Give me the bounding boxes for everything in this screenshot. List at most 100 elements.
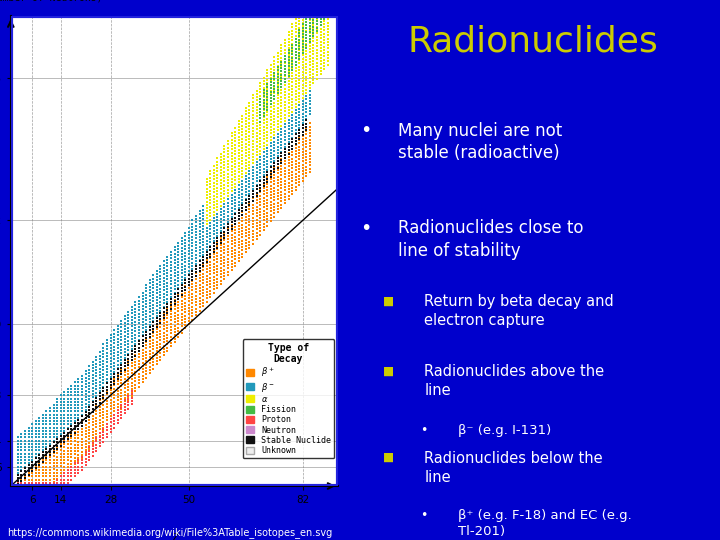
Point — [34, 427, 45, 435]
Point — [219, 227, 230, 236]
Point — [311, 58, 323, 67]
Point — [133, 293, 145, 302]
Point — [115, 410, 127, 419]
Point — [272, 82, 284, 91]
Point — [261, 66, 273, 75]
Point — [226, 132, 238, 141]
Point — [297, 167, 309, 176]
Point — [130, 361, 141, 369]
Point — [137, 305, 148, 313]
Point — [158, 341, 170, 350]
Point — [151, 320, 163, 328]
Point — [12, 446, 24, 455]
Point — [233, 221, 245, 230]
Point — [201, 214, 212, 222]
Point — [176, 329, 187, 338]
Point — [197, 247, 209, 256]
Text: Radionuclides close to
line of stability: Radionuclides close to line of stability — [398, 219, 583, 260]
Point — [80, 402, 91, 411]
Point — [126, 400, 138, 408]
Point — [304, 58, 315, 66]
Point — [98, 347, 109, 355]
Point — [94, 383, 106, 392]
Point — [265, 161, 276, 170]
Point — [55, 441, 66, 450]
Point — [287, 63, 298, 72]
Point — [283, 92, 294, 101]
Point — [290, 57, 302, 66]
Point — [62, 447, 73, 455]
Point — [102, 389, 113, 397]
Point — [91, 382, 102, 390]
Point — [254, 201, 266, 210]
Point — [315, 53, 326, 62]
Point — [297, 154, 309, 163]
Point — [166, 274, 177, 282]
Point — [290, 140, 302, 149]
Point — [122, 373, 134, 382]
Point — [300, 76, 312, 84]
Point — [208, 245, 220, 253]
Point — [126, 325, 138, 334]
Point — [58, 427, 70, 435]
Point — [144, 279, 156, 288]
Point — [304, 138, 315, 147]
Point — [166, 254, 177, 262]
Point — [297, 12, 309, 21]
Point — [140, 344, 152, 353]
Point — [98, 424, 109, 433]
Point — [297, 32, 309, 40]
Point — [290, 99, 302, 108]
Point — [215, 163, 227, 171]
Text: Many nuclei are not
stable (radioactive): Many nuclei are not stable (radioactive) — [398, 122, 562, 163]
Point — [58, 449, 70, 458]
Point — [51, 446, 63, 454]
Point — [133, 379, 145, 388]
Point — [307, 25, 319, 35]
Point — [115, 388, 127, 397]
Point — [80, 417, 91, 426]
Point — [204, 186, 216, 195]
Point — [294, 20, 305, 29]
Point — [297, 39, 309, 48]
Point — [179, 252, 191, 260]
Point — [290, 60, 302, 69]
Point — [212, 239, 223, 247]
Point — [197, 259, 209, 267]
Point — [230, 144, 241, 152]
Point — [55, 410, 66, 419]
Point — [258, 105, 269, 114]
Point — [304, 151, 315, 160]
Point — [169, 305, 181, 314]
Point — [233, 244, 245, 253]
Point — [197, 251, 209, 259]
Point — [44, 469, 55, 477]
Point — [269, 196, 280, 205]
Point — [279, 94, 291, 103]
Point — [126, 375, 138, 383]
Point — [186, 242, 198, 251]
Point — [40, 423, 52, 432]
Point — [247, 97, 258, 106]
Point — [222, 248, 234, 256]
Point — [30, 469, 42, 477]
Point — [201, 237, 212, 245]
Point — [94, 377, 106, 386]
Point — [294, 98, 305, 106]
Point — [58, 469, 70, 477]
Point — [226, 260, 238, 268]
Point — [297, 25, 309, 34]
Point — [155, 329, 166, 338]
Point — [272, 116, 284, 125]
Point — [240, 191, 251, 200]
Point — [226, 215, 238, 224]
Point — [279, 139, 291, 148]
Point — [162, 302, 174, 311]
Point — [76, 441, 88, 449]
Point — [290, 22, 302, 30]
Point — [315, 21, 326, 29]
Point — [98, 404, 109, 413]
Point — [304, 158, 315, 166]
Point — [27, 427, 38, 435]
Point — [236, 211, 248, 219]
